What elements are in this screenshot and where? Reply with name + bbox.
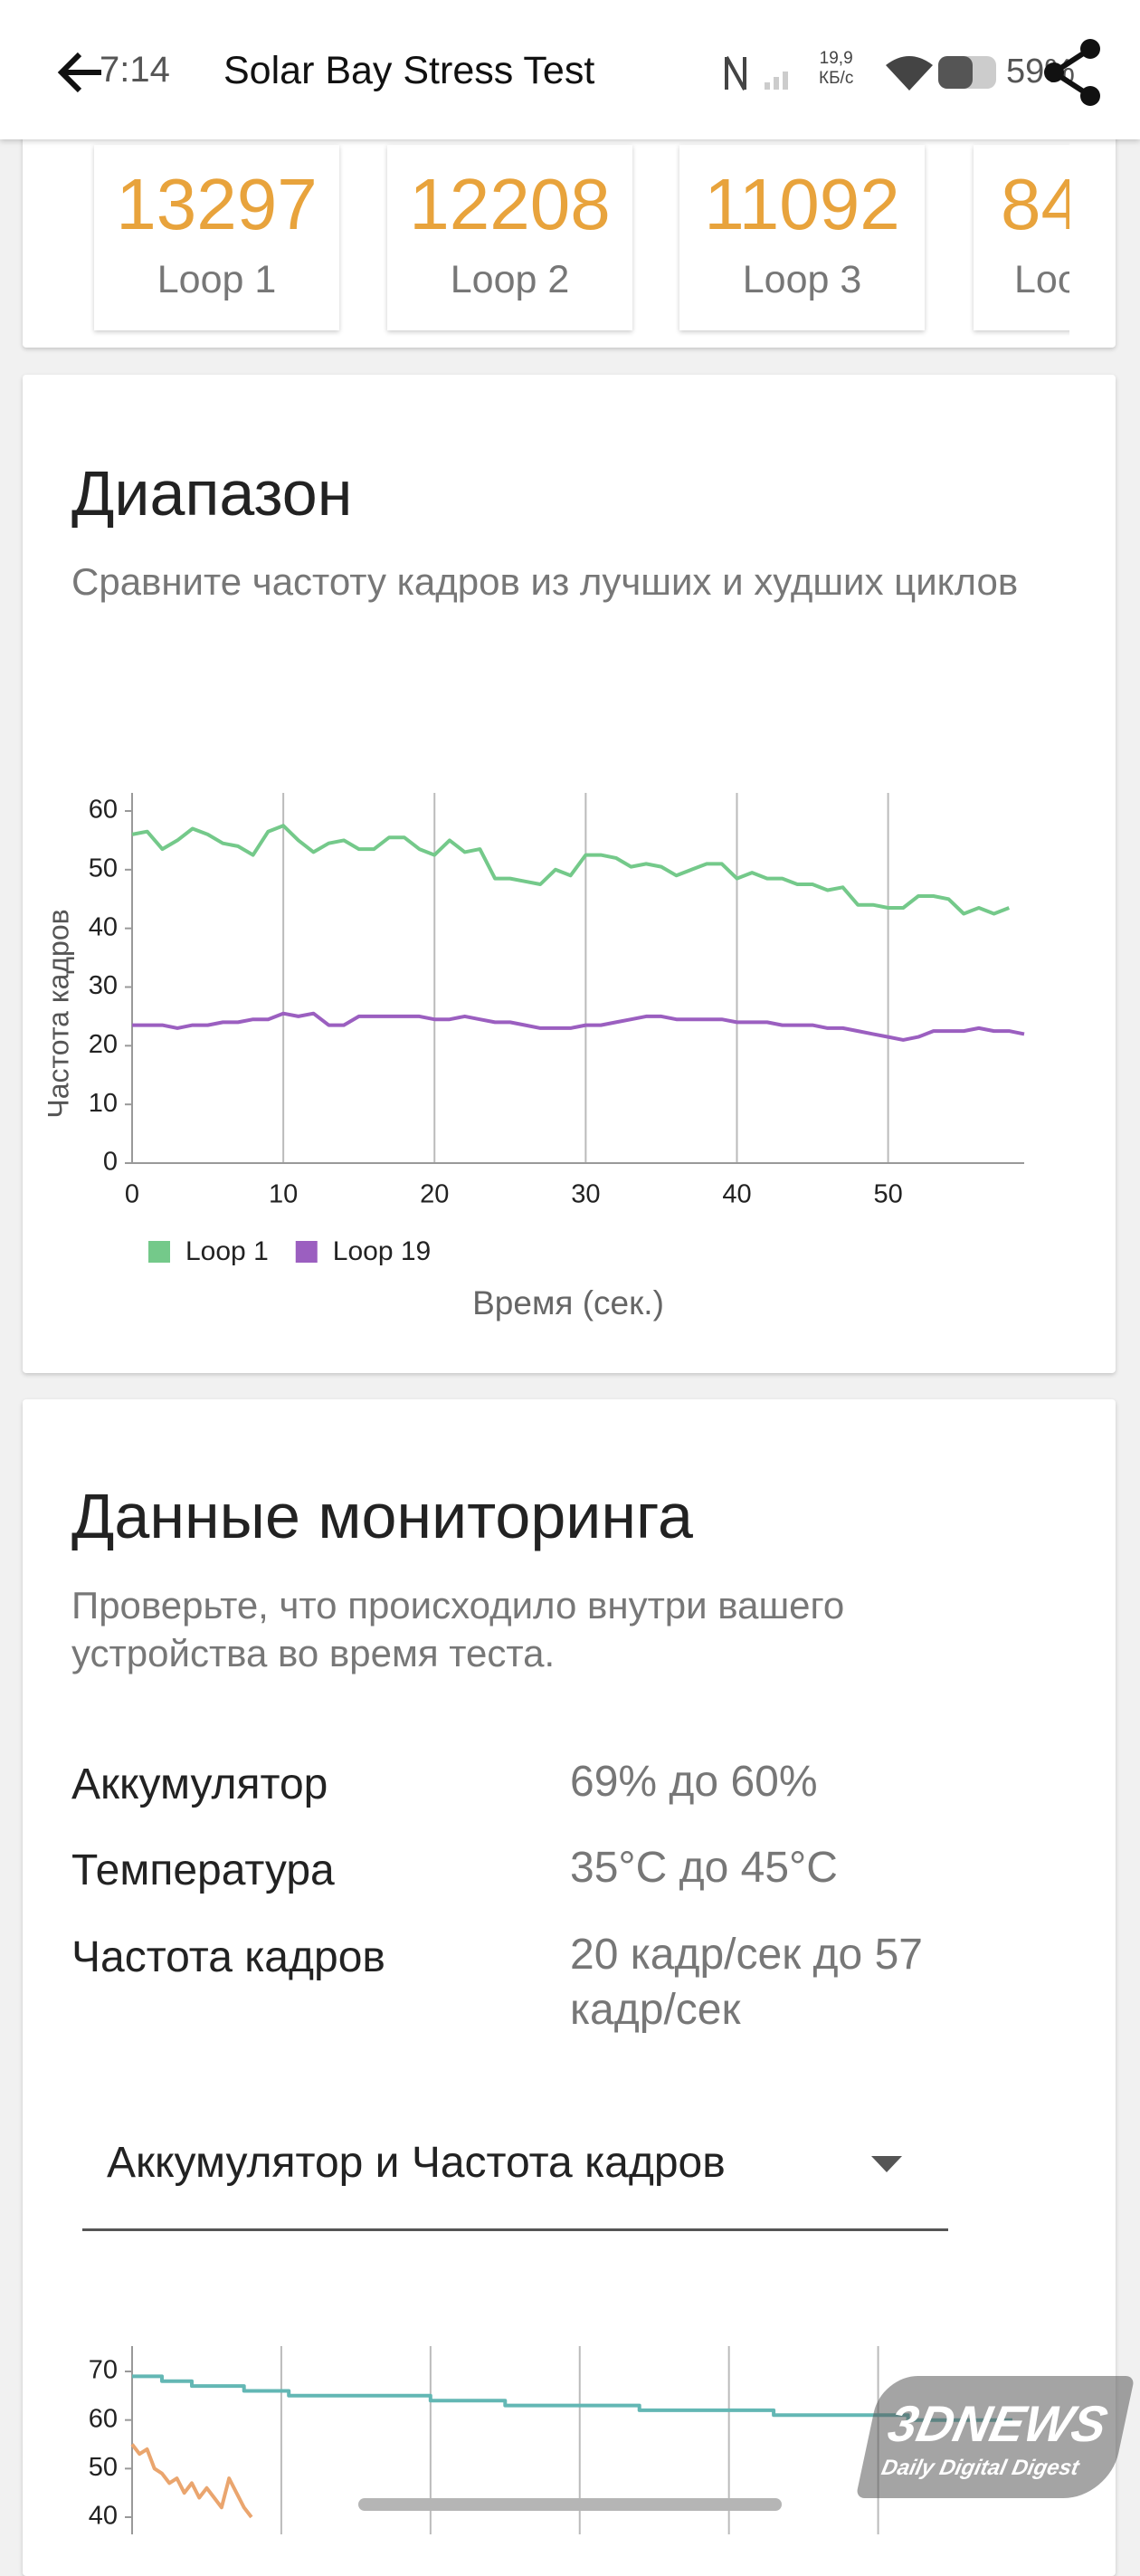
legend-label: Loop 1 [185, 1236, 269, 1266]
section-subtitle: Сравните частоту кадров из лучших и худш… [71, 560, 1019, 603]
monitoring-chart: 40 50 60 70 [89, 2346, 1012, 2534]
x-tick-label: 50 [873, 1180, 902, 1209]
x-tick-label: 30 [571, 1180, 600, 1209]
status-time: 7:14 [100, 50, 170, 90]
section-title: Данные мониторинга [71, 1481, 693, 1551]
legend-swatch [148, 1241, 170, 1263]
x-tick-label: 10 [269, 1180, 298, 1209]
score-box[interactable]: 13297 Loop 1 [94, 145, 339, 330]
watermark-tagline: Daily Digital Digest [879, 2456, 1082, 2480]
legend-label: Loop 19 [333, 1236, 431, 1266]
y-tick-label: 50 [89, 2453, 118, 2482]
row-label: Частота кадров [71, 1933, 385, 1981]
dropdown[interactable]: Аккумулятор и Частота кадров [82, 2118, 948, 2231]
watermark-brand: 3DNEWS [883, 2395, 1113, 2452]
nav-handle [358, 2498, 782, 2511]
legend-swatch [295, 1241, 318, 1263]
share-button[interactable] [1036, 36, 1108, 109]
score-value: 12208 [409, 164, 611, 244]
y-tick-label: 40 [89, 912, 118, 941]
score-value: 13297 [116, 164, 318, 244]
x-tick-label: 0 [125, 1180, 139, 1209]
score-value: 11092 [704, 164, 900, 244]
x-tick-label: 40 [722, 1180, 751, 1209]
status-icons [725, 56, 788, 91]
row-label: Аккумулятор [71, 1760, 328, 1808]
y-tick-label: 70 [89, 2356, 118, 2385]
y-tick-label: 60 [89, 796, 118, 825]
row-label: Температура [71, 1846, 335, 1894]
y-tick-label: 10 [89, 1089, 118, 1118]
y-tick-label: 40 [89, 2502, 118, 2531]
dropdown-text: Аккумулятор и Частота кадров [107, 2139, 726, 2187]
series-line [130, 2443, 253, 2519]
x-axis-label: Время (сек.) [472, 1284, 664, 1321]
watermark: 3DNEWS Daily Digital Digest [855, 2376, 1135, 2498]
section-title: Диапазон [71, 458, 353, 529]
row-value: 20 кадр/сек до 57 кадр/сек [570, 1931, 923, 2034]
score-value: 84 [1001, 164, 1069, 244]
score-box[interactable]: 11092 Loop 3 [679, 145, 925, 330]
scores-card: 13297 Loop 1 12208 Loop 2 11092 Loop 3 84 Lo… [23, 118, 1116, 348]
score-label: Loop 1 [157, 258, 277, 301]
series-line [131, 824, 1011, 916]
y-tick-label: 20 [89, 1030, 118, 1059]
range-chart: 0 10 20 30 40 50 0 10 20 30 40 50 60 Частота кадров Вр… [42, 793, 1025, 1321]
back-button[interactable] [54, 45, 109, 100]
row-value: 69% до 60% [570, 1758, 818, 1806]
app-title: Solar Bay Stress Test [223, 49, 595, 92]
row-value: 35°C до 45°C [570, 1844, 838, 1892]
app-bar: 7:14 Solar Bay Stress Test 19,9 КБ/с 59% [0, 0, 1140, 139]
score-label: Loop [1014, 258, 1069, 301]
score-box[interactable]: 12208 Loop 2 [387, 145, 632, 330]
battery-icon [938, 56, 996, 89]
y-axis-label: Частота кадров [42, 909, 74, 1118]
speed-unit: КБ/с [819, 69, 854, 88]
scores-strip[interactable]: 13297 Loop 1 12208 Loop 2 11092 Loop 3 84 Lo… [23, 118, 1069, 348]
x-tick-label: 20 [420, 1180, 449, 1209]
score-label: Loop 2 [450, 258, 570, 301]
y-tick-label: 30 [89, 971, 118, 1000]
series-line [132, 1011, 1025, 1042]
series-line [132, 2374, 1012, 2422]
y-tick-label: 50 [89, 854, 118, 883]
speed-value: 19,9 [819, 49, 853, 68]
y-tick-label: 60 [89, 2404, 118, 2433]
y-tick-label: 0 [103, 1148, 118, 1177]
section-subtitle: Проверьте, что происходило внутри вашего… [71, 1584, 845, 1674]
status-speed: 19,9 КБ/с [819, 49, 853, 89]
wifi-icon [886, 56, 933, 91]
score-label: Loop 3 [742, 258, 862, 301]
score-box[interactable]: 84 Loop [974, 145, 1069, 330]
dropdown-arrow [871, 2156, 902, 2172]
